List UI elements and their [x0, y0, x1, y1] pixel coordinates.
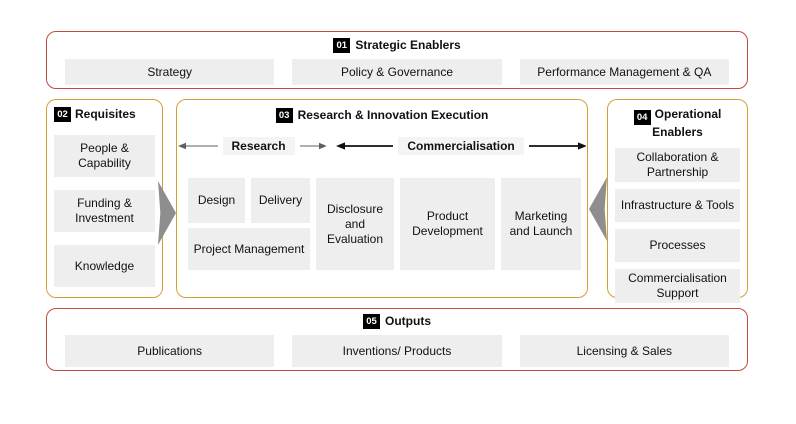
section-number-badge: 04	[633, 110, 651, 126]
section-execution: 03 Research & Innovation Execution Resea…	[176, 99, 588, 298]
item-box-performance-management-qa: Performance Management & QA	[519, 59, 729, 85]
chevron-right-icon	[158, 181, 176, 245]
item-box-infrastructure-tools: Infrastructure & Tools	[615, 189, 740, 223]
item-box-delivery: Delivery	[251, 178, 310, 223]
section-outputs: 05 Outputs Publications Inventions/ Prod…	[46, 308, 748, 371]
section-header: 01 Strategic Enablers	[47, 38, 747, 53]
section-operational-enablers: 04 Operational Enablers Collaboration & P…	[607, 99, 748, 304]
section-title: Research & Innovation Execution	[297, 108, 489, 123]
research-left-arrow-icon	[178, 142, 218, 150]
research-items-group: Design Delivery Project Management	[188, 178, 310, 270]
item-box-people-capability: People & Capability	[54, 135, 155, 177]
section-number-badge: 02	[54, 107, 71, 122]
item-box-product-development: Product Development	[400, 178, 495, 270]
item-box-marketing-launch: Marketing and Launch	[501, 178, 581, 270]
section-strategic-enablers: 01 Strategic Enablers Strategy Policy & …	[46, 31, 748, 89]
section-title: Outputs	[385, 314, 431, 329]
item-box-disclosure-evaluation: Disclosure and Evaluation	[316, 178, 394, 270]
section-header: 03 Research & Innovation Execution	[177, 108, 587, 123]
execution-items: Design Delivery Project Management Discl…	[177, 178, 587, 270]
phase-label-commercialisation: Commercialisation	[398, 137, 524, 155]
requisites-items: People & Capability Funding & Investment…	[54, 135, 155, 287]
section-header: 02 Requisites	[54, 107, 155, 122]
commercialisation-left-arrow-icon	[336, 142, 394, 150]
section-number-badge: 01	[333, 38, 351, 53]
section-requisites: 02 Requisites People & Capability Fundin…	[46, 99, 163, 298]
item-box-licensing-sales: Licensing & Sales	[519, 335, 729, 367]
operational-items: Collaboration & Partnership Infrastructu…	[615, 148, 740, 304]
section-title: Strategic Enablers	[355, 38, 461, 53]
item-box-strategy: Strategy	[65, 59, 275, 85]
item-box-publications: Publications	[65, 335, 275, 367]
item-box-processes: Processes	[615, 229, 740, 263]
item-box-collaboration-partnership: Collaboration & Partnership	[615, 148, 740, 183]
research-right-arrow-icon	[299, 142, 327, 150]
item-box-funding-investment: Funding & Investment	[54, 190, 155, 232]
phase-arrows-row: Research Commercialisation	[177, 136, 587, 156]
item-box-commercialisation-support: Commercialisation Support	[615, 269, 740, 304]
outputs-items: Publications Inventions/ Products Licens…	[47, 335, 747, 367]
item-box-project-management: Project Management	[188, 228, 310, 270]
item-box-inventions-products: Inventions/ Products	[292, 335, 502, 367]
section-number-badge: 03	[275, 108, 293, 123]
section-number-badge: 05	[363, 314, 380, 329]
item-box-knowledge: Knowledge	[54, 245, 155, 287]
section-title: Requisites	[75, 107, 136, 122]
section-header: 05 Outputs	[47, 314, 747, 329]
section-header: 04 Operational Enablers	[615, 107, 740, 140]
item-box-policy-governance: Policy & Governance	[292, 59, 502, 85]
section-title: Operational Enablers	[652, 107, 722, 140]
phase-label-research: Research	[222, 137, 295, 155]
chevron-left-icon	[589, 177, 607, 241]
strategic-items: Strategy Policy & Governance Performance…	[47, 59, 747, 85]
item-box-design: Design	[188, 178, 245, 223]
commercialisation-right-arrow-icon	[528, 142, 587, 150]
